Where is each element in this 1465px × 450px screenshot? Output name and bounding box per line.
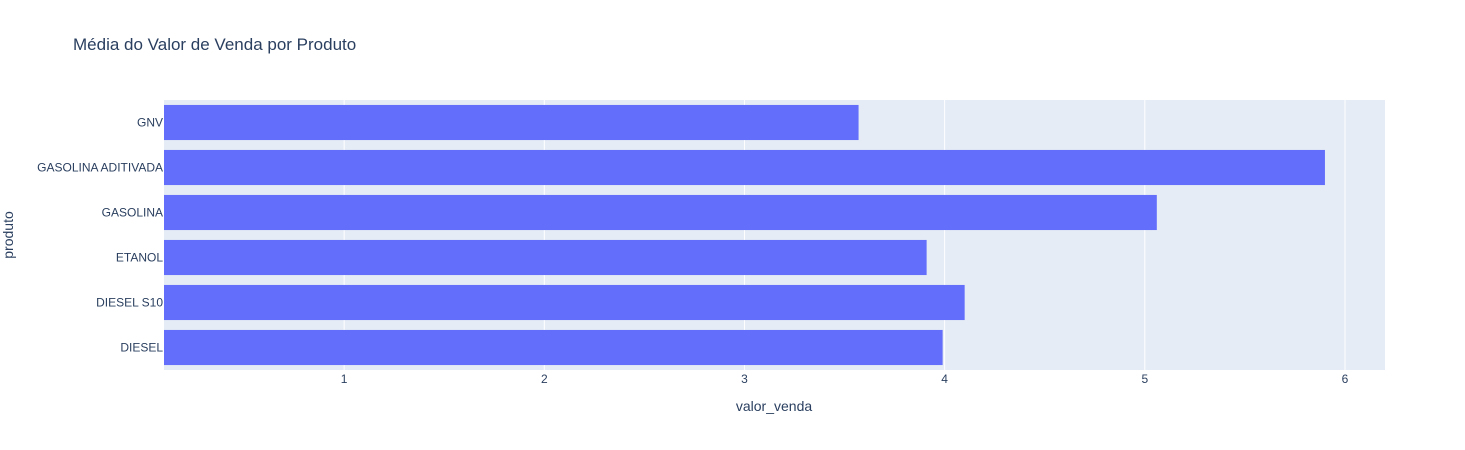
- x-tick-label: 1: [341, 372, 348, 386]
- gridlines: [343, 100, 1346, 370]
- y-tick-label: GASOLINA: [102, 206, 163, 220]
- bar[interactable]: [164, 104, 859, 141]
- x-tick-label: 3: [741, 372, 748, 386]
- x-tick-label: 2: [541, 372, 548, 386]
- bar[interactable]: [164, 329, 943, 366]
- x-tick-label: 4: [941, 372, 948, 386]
- x-axis-title: valor_venda: [736, 398, 812, 414]
- bar[interactable]: [164, 149, 1325, 186]
- bar[interactable]: [164, 284, 965, 321]
- bar[interactable]: [164, 194, 1157, 231]
- y-axis-title: produto: [0, 211, 16, 259]
- x-tick-label: 5: [1141, 372, 1148, 386]
- x-tick-label: 6: [1342, 372, 1349, 386]
- y-tick-label: DIESEL S10: [96, 296, 163, 310]
- bar[interactable]: [164, 239, 927, 276]
- y-tick-label: GASOLINA ADITIVADA: [37, 161, 163, 175]
- y-tick-label: ETANOL: [116, 251, 163, 265]
- bars: [164, 104, 1325, 366]
- y-tick-label: GNV: [137, 116, 163, 130]
- x-tick-labels: 1 2 3 4 5 6: [341, 372, 1349, 386]
- y-tick-label: DIESEL: [120, 341, 163, 355]
- chart-title: Média do Valor de Venda por Produto: [73, 35, 356, 54]
- y-tick-labels: GNV GASOLINA ADITIVADA GASOLINA ETANOL DIESE…: [37, 116, 163, 355]
- plot-background: [164, 100, 1385, 370]
